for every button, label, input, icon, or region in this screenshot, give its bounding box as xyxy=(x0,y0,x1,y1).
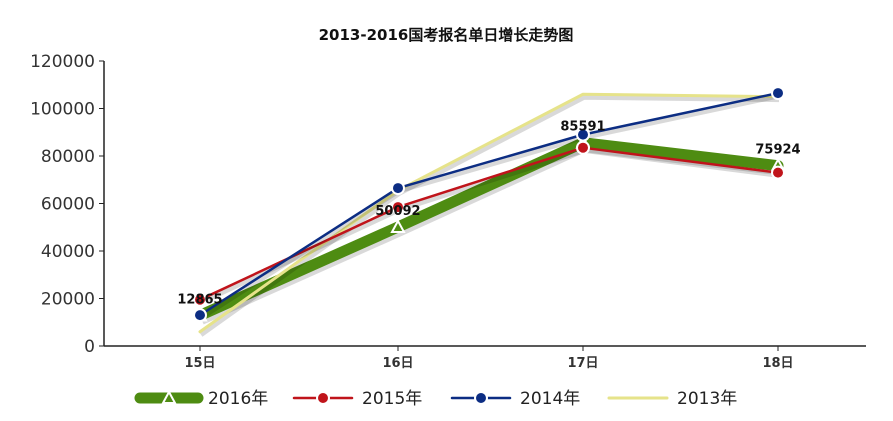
legend-label: 2014年 xyxy=(520,389,580,409)
series-line-2014年 xyxy=(198,91,780,317)
data-point xyxy=(576,140,590,155)
y-tick-label: 100000 xyxy=(30,100,95,120)
data-label: 85591 xyxy=(560,120,605,135)
data-point xyxy=(771,86,785,101)
y-tick-label: 120000 xyxy=(30,52,95,72)
series-shadow xyxy=(200,148,780,305)
series-shadow xyxy=(199,94,780,337)
x-tick-label: 15日 xyxy=(184,356,215,371)
data-label: 75924 xyxy=(755,143,800,158)
data-point xyxy=(390,218,406,234)
legend-label: 2013年 xyxy=(677,389,737,409)
legend-label: 2015年 xyxy=(362,389,422,409)
data-point xyxy=(193,292,207,307)
data-point xyxy=(576,127,590,142)
y-tick-label: 60000 xyxy=(41,195,95,215)
y-tick-label: 40000 xyxy=(41,242,95,262)
legend: 2016年 2015年 2014年 2013年 xyxy=(134,389,737,409)
x-tick-label: 16日 xyxy=(382,356,413,371)
data-label: 50092 xyxy=(375,204,420,219)
y-tick-label: 80000 xyxy=(41,147,95,167)
series-shadow xyxy=(199,93,780,321)
x-tick-label: 17日 xyxy=(567,356,598,371)
series-line-2015年 xyxy=(198,146,780,301)
legend-label: 2016年 xyxy=(208,389,268,409)
axes: 0 20000 40000 60000 80000 100000 120000 15日 16日 1… xyxy=(30,52,866,371)
data-point xyxy=(193,308,207,323)
x-tick-label: 18日 xyxy=(762,356,793,371)
series-line-2016年 xyxy=(194,137,784,321)
series-layer xyxy=(192,86,786,337)
y-tick-label: 20000 xyxy=(41,290,95,310)
series-shadow xyxy=(198,139,780,325)
data-point xyxy=(391,181,405,196)
data-labels: 12865 50092 85591 75924 xyxy=(177,120,800,308)
data-label: 12865 xyxy=(177,292,222,307)
data-point xyxy=(391,200,405,215)
chart-title: 2013-2016国考报名单日增长走势图 xyxy=(319,26,574,44)
y-tick-label: 0 xyxy=(84,337,95,357)
legend-marker xyxy=(474,391,488,405)
series-line-2013年 xyxy=(198,92,780,334)
legend-marker xyxy=(316,391,330,405)
data-point xyxy=(771,165,785,180)
legend-marker xyxy=(161,389,177,404)
